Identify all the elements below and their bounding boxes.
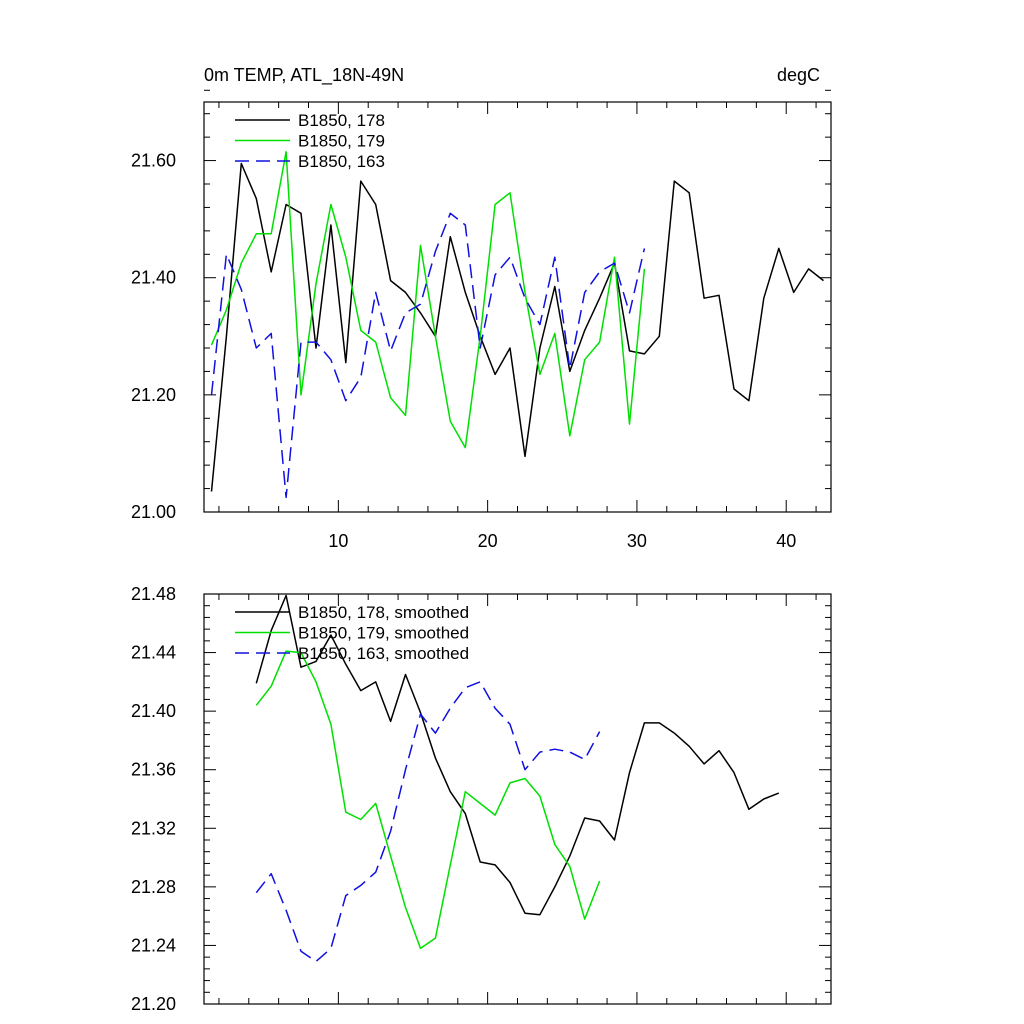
bottom-panel: 21.20 21.24 21.28 21.32 21.36 21.40 21.44 21.48… xyxy=(131,584,832,1014)
legend-label: B1850, 178, smoothed xyxy=(298,603,469,622)
tick-labels: 10 20 30 40 21.00 21.20 21.40 21.60 xyxy=(131,151,796,551)
panel-units: degC xyxy=(777,65,820,85)
legend-label: B1850, 179, smoothed xyxy=(298,624,469,643)
x-tick-label: 20 xyxy=(478,531,498,551)
axis-ticks xyxy=(204,89,831,513)
y-tick-label: 21.36 xyxy=(131,760,176,780)
y-tick-label: 21.48 xyxy=(131,584,176,604)
series-line xyxy=(210,151,646,449)
plot-frame xyxy=(203,101,832,513)
y-tick-label: 21.20 xyxy=(131,385,176,405)
y-tick-label: 21.28 xyxy=(131,877,176,897)
legend-label: B1850, 178 xyxy=(298,111,385,130)
y-tick-label: 21.32 xyxy=(131,818,176,838)
series-line xyxy=(210,162,824,492)
legend-label: B1850, 163, smoothed xyxy=(298,644,469,663)
series-line xyxy=(210,212,646,499)
y-tick-label: 21.60 xyxy=(131,151,176,171)
y-tick-label: 21.40 xyxy=(131,701,176,721)
y-tick-label: 21.24 xyxy=(131,935,176,955)
tick-labels: 21.20 21.24 21.28 21.32 21.36 21.40 21.44 21.48 xyxy=(131,584,176,1014)
legend: B1850, 178, smoothed B1850, 179, smoothed… xyxy=(235,603,469,663)
y-tick-label: 21.20 xyxy=(131,994,176,1014)
legend-label: B1850, 163 xyxy=(298,152,385,171)
legend-label: B1850, 179 xyxy=(298,132,385,151)
y-tick-label: 21.00 xyxy=(131,502,176,522)
plot-frame xyxy=(203,593,832,1005)
panel-title: 0m TEMP, ATL_18N-49N xyxy=(204,65,404,86)
x-tick-label: 40 xyxy=(776,531,796,551)
series-line xyxy=(255,650,601,950)
series-line xyxy=(255,681,601,963)
x-tick-label: 10 xyxy=(328,531,348,551)
series-line xyxy=(255,594,780,916)
series-lines xyxy=(210,151,824,499)
top-panel: 0m TEMP, ATL_18N-49N degC 10 20 30 40 21.00 2… xyxy=(131,65,832,551)
series-lines xyxy=(255,594,780,963)
y-tick-label: 21.44 xyxy=(131,643,176,663)
y-tick-label: 21.40 xyxy=(131,268,176,288)
x-tick-label: 30 xyxy=(627,531,647,551)
